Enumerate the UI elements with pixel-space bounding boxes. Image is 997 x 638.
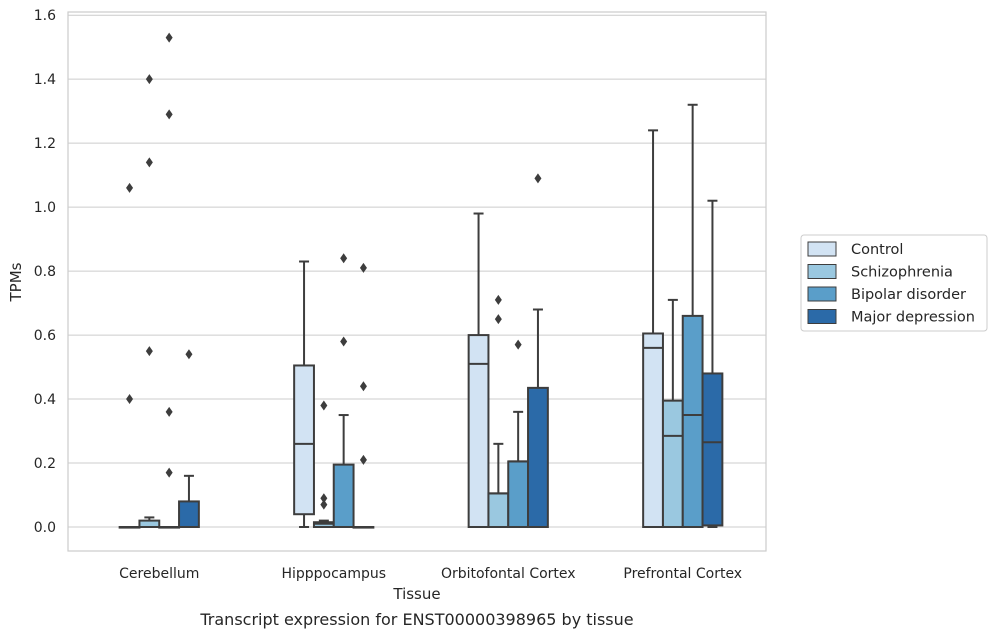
x-tick-label: Prefrontal Cortex [623, 566, 742, 582]
box-major-depression [178, 349, 200, 529]
y-tick-label: 0.4 [34, 392, 56, 408]
outlier-point [126, 182, 134, 193]
legend-label: Major depression [851, 310, 975, 326]
box-body [467, 334, 490, 529]
outlier-point [494, 314, 502, 325]
y-tick-label: 0.6 [34, 328, 56, 344]
y-tick-label: 0.8 [34, 264, 56, 280]
box-bipolar-disorder [681, 103, 704, 529]
outlier-point [145, 157, 153, 168]
legend-label: Schizophrenia [851, 265, 953, 281]
legend-frame [800, 234, 988, 332]
outlier-point [359, 262, 367, 273]
box-control [467, 212, 490, 529]
legend-swatch [807, 241, 837, 257]
outlier-point [340, 253, 348, 264]
boxes [118, 32, 724, 529]
x-axis-title: Tissue [392, 585, 440, 603]
box-body [507, 460, 530, 529]
outlier-point [185, 349, 193, 360]
box-body [642, 332, 664, 529]
outlier-point [165, 467, 173, 478]
x-tick-label: Hipppocampus [281, 566, 386, 582]
box-control [118, 182, 141, 529]
box-body [487, 492, 510, 529]
box-body [701, 372, 724, 527]
outlier-point [320, 493, 328, 504]
outlier-point [320, 400, 328, 411]
box-body [527, 386, 549, 529]
legend-label: Control [851, 242, 903, 258]
box-schizophrenia [661, 298, 684, 529]
y-tick-label: 1.4 [34, 72, 56, 88]
box-body [681, 314, 704, 529]
legend-swatch [807, 309, 837, 324]
y-tick-label: 0.0 [34, 520, 56, 536]
figure-caption: Transcript expression for ENST0000039896… [199, 610, 633, 629]
outlier-point [165, 32, 173, 43]
x-tick-label: Orbitofontal Cortex [441, 566, 576, 582]
y-tick-label: 1.2 [34, 136, 56, 152]
box-body [178, 500, 200, 529]
box-body [661, 399, 684, 529]
outlier-point [165, 109, 173, 120]
outlier-point [514, 339, 522, 350]
box-bipolar-disorder [507, 339, 530, 529]
legend-label: Bipolar disorder [851, 287, 966, 303]
legend: Control Schizophrenia Bipolar disorder Majo… [800, 234, 988, 332]
x-tick-label: Cerebellum [119, 566, 199, 582]
box-control [293, 260, 315, 529]
box-major-depression [701, 199, 724, 529]
box-schizophrenia [312, 400, 335, 529]
y-axis-ticks: 0.0 0.2 0.4 0.6 0.8 1.0 1.2 1.4 1.6 [34, 8, 56, 536]
outlier-point [534, 173, 542, 184]
legend-swatch [807, 264, 837, 279]
y-tick-label: 1.6 [34, 8, 56, 24]
box-bipolar-disorder [332, 253, 355, 529]
box-major-depression [352, 262, 375, 529]
gridlines [68, 14, 766, 528]
box-schizophrenia [487, 294, 510, 529]
box-body [293, 364, 315, 516]
outlier-point [145, 346, 153, 357]
outlier-point [145, 74, 153, 85]
outlier-point [340, 336, 348, 347]
box-control [642, 129, 664, 529]
box-schizophrenia [138, 74, 161, 529]
x-axis-ticks: Cerebellum Hipppocampus Orbitofontal Corte… [119, 566, 742, 582]
outlier-point [165, 406, 173, 417]
outlier-point [494, 294, 502, 305]
y-tick-label: 1.0 [34, 200, 56, 216]
outlier-point [126, 394, 134, 405]
y-axis-title: TPMs [7, 262, 25, 302]
box-bipolar-disorder [158, 32, 181, 529]
box-body [332, 463, 355, 529]
box-major-depression [527, 173, 549, 529]
plot-area-frame [67, 11, 767, 552]
outlier-point [320, 499, 328, 510]
y-tick-label: 0.2 [34, 456, 56, 472]
legend-swatch [807, 286, 837, 302]
outlier-point [359, 381, 367, 392]
outlier-point [359, 454, 367, 465]
